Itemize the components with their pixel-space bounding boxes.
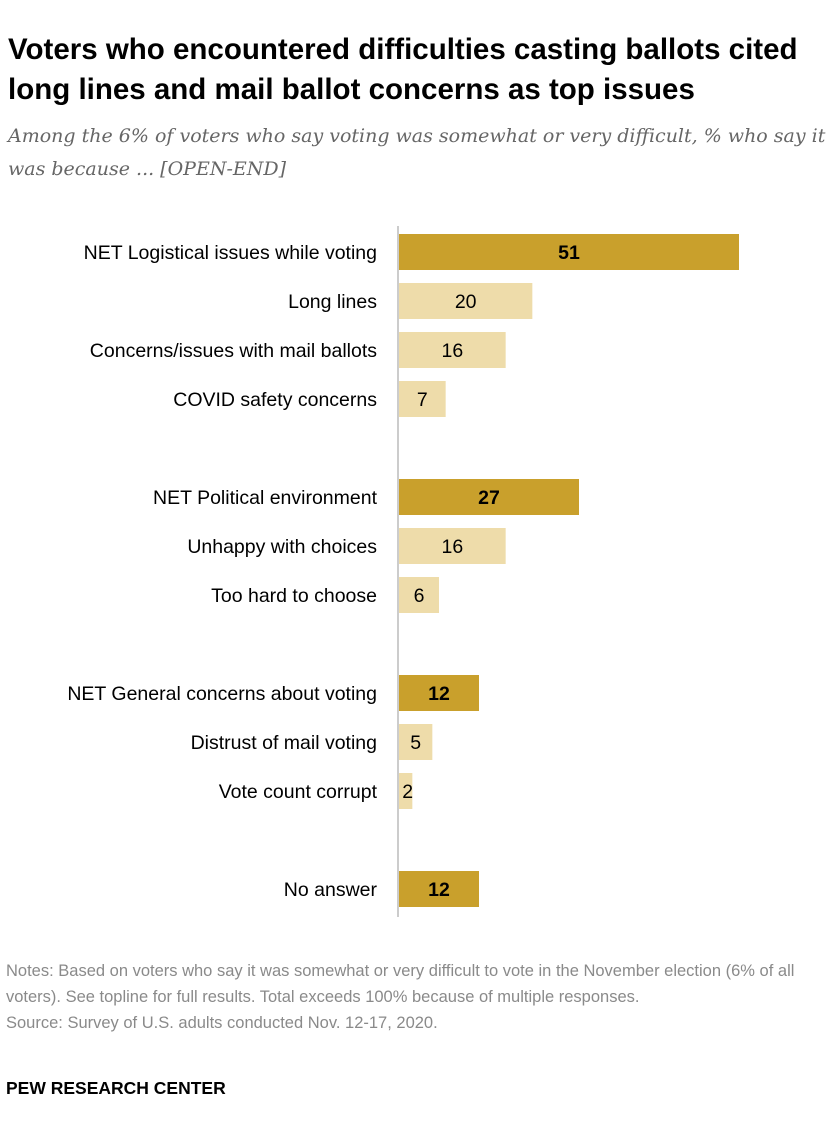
bar bbox=[399, 675, 479, 711]
category-label: Too hard to choose bbox=[211, 585, 377, 607]
value-label: 16 bbox=[441, 340, 463, 362]
category-label: Concerns/issues with mail ballots bbox=[90, 340, 377, 362]
category-label: Long lines bbox=[288, 291, 377, 313]
category-label: NET Logistical issues while voting bbox=[84, 242, 377, 264]
category-label: Unhappy with choices bbox=[187, 536, 377, 558]
chart-subtitle: Among the 6% of voters who say voting wa… bbox=[8, 125, 826, 180]
notes-text: Notes: Based on voters who say it was so… bbox=[6, 962, 795, 1006]
category-label: NET Political environment bbox=[153, 487, 378, 509]
chart-title: Voters who encountered difficulties cast… bbox=[8, 33, 798, 106]
value-label: 27 bbox=[478, 487, 500, 509]
category-label: Distrust of mail voting bbox=[191, 732, 377, 754]
bar bbox=[399, 381, 446, 417]
bar bbox=[399, 577, 439, 613]
bar bbox=[399, 773, 413, 809]
bar bbox=[399, 234, 739, 270]
category-label: Vote count corrupt bbox=[219, 781, 378, 803]
value-label: 51 bbox=[558, 242, 580, 264]
bar bbox=[399, 283, 533, 319]
bar bbox=[399, 479, 579, 515]
category-label: COVID safety concerns bbox=[173, 389, 377, 411]
value-label: 20 bbox=[455, 291, 477, 313]
bar bbox=[399, 871, 479, 907]
value-label: 6 bbox=[414, 585, 425, 607]
value-label: 2 bbox=[402, 781, 413, 803]
value-label: 12 bbox=[428, 683, 450, 705]
value-label: 16 bbox=[441, 536, 463, 558]
chart-notes: Notes: Based on voters who say it was so… bbox=[6, 958, 826, 1036]
source-text: Source: Survey of U.S. adults conducted … bbox=[6, 1014, 438, 1032]
bar bbox=[399, 332, 506, 368]
bar bbox=[399, 528, 506, 564]
bar bbox=[399, 724, 433, 760]
value-label: 5 bbox=[410, 732, 421, 754]
category-label: No answer bbox=[284, 879, 378, 901]
bar-chart: NET Logistical issues while voting 51 Long… bbox=[67, 226, 739, 917]
category-label: NET General concerns about voting bbox=[67, 683, 377, 705]
org-name: PEW RESEARCH CENTER bbox=[6, 1078, 226, 1098]
value-label: 7 bbox=[417, 389, 428, 411]
value-label: 12 bbox=[428, 879, 450, 901]
